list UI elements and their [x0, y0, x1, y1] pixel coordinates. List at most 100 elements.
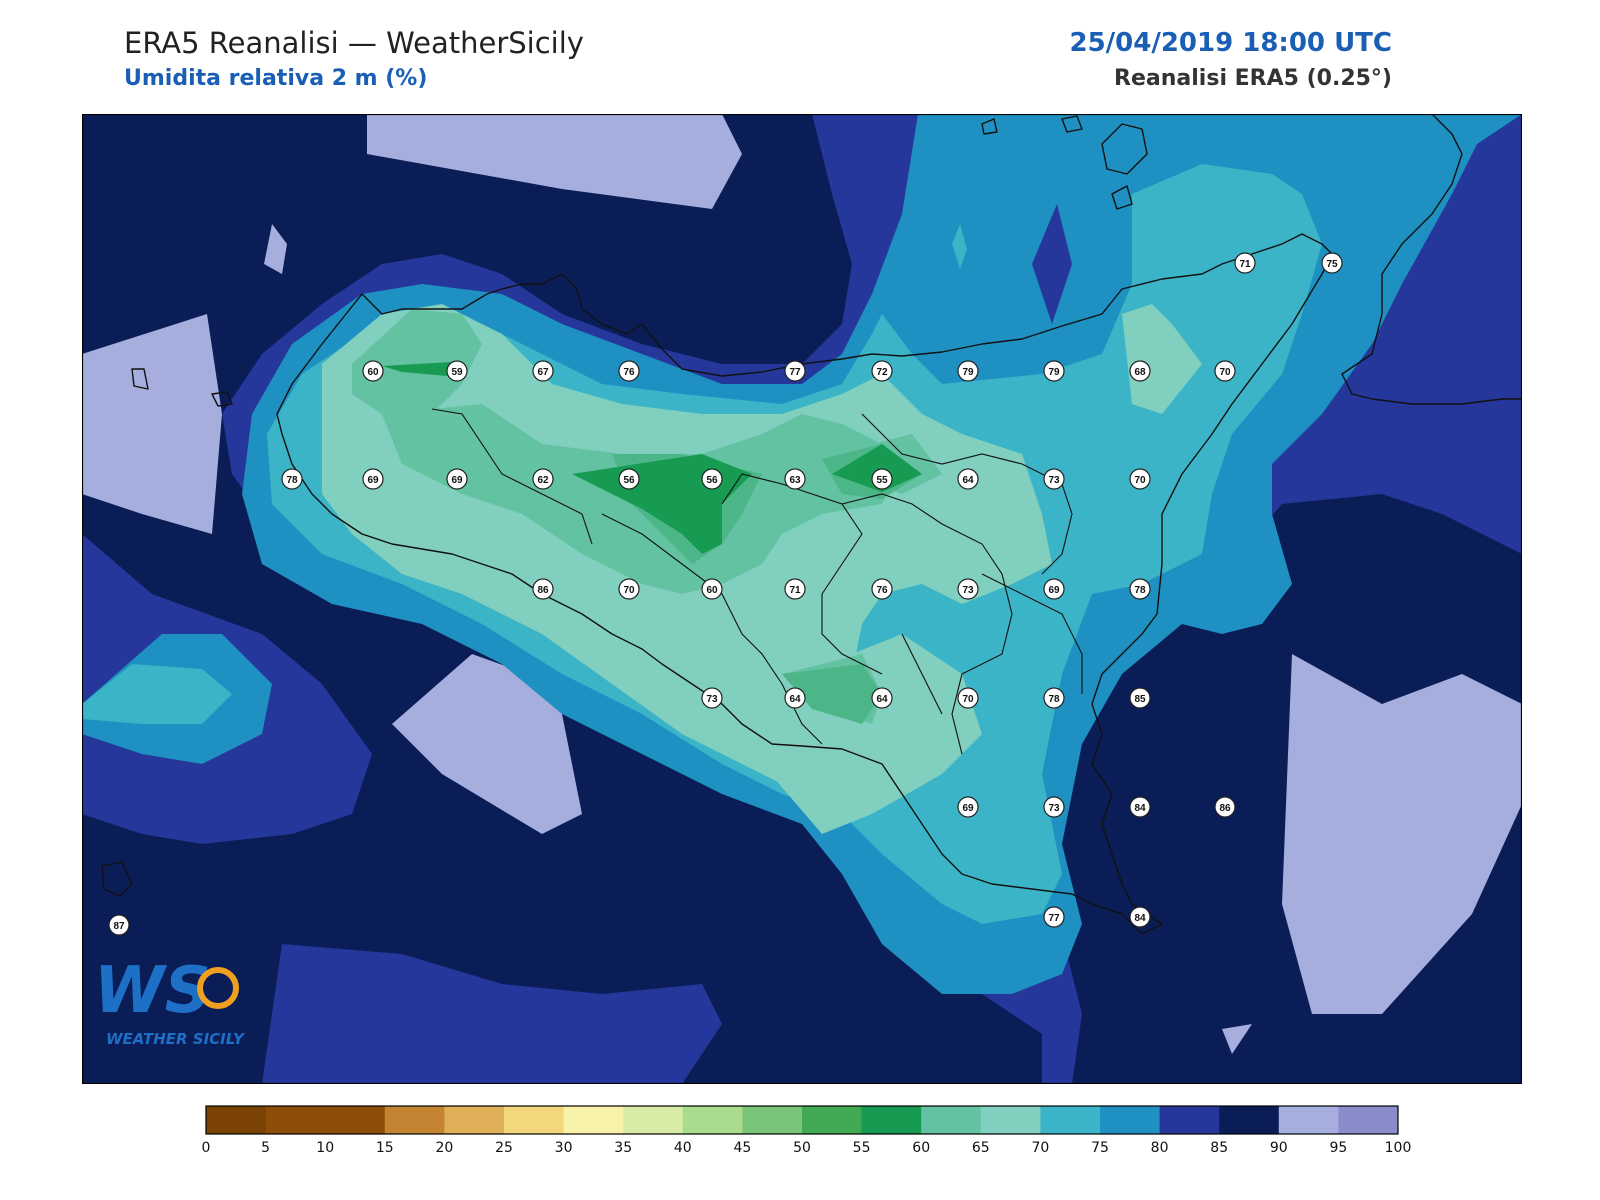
station-marker-circle — [784, 468, 806, 490]
station-marker-circle — [957, 796, 979, 818]
station-value: 69 — [451, 475, 463, 486]
station-marker: 64 — [871, 687, 893, 709]
station-marker-circle — [784, 687, 806, 709]
colorbar-swatch — [742, 1106, 803, 1134]
colorbar-tick-label: 25 — [495, 1140, 513, 1156]
station-marker-circle — [532, 578, 554, 600]
station-value: 60 — [367, 367, 379, 378]
colorbar-tick-label: 65 — [972, 1140, 990, 1156]
station-marker: 63 — [784, 468, 806, 490]
station-value: 55 — [876, 475, 888, 486]
colorbar-swatch — [1338, 1106, 1399, 1134]
colorbar-swatch — [682, 1106, 743, 1134]
colorbar-swatch — [325, 1106, 386, 1134]
colorbar-swatch — [206, 1106, 267, 1134]
station-marker-circle — [1043, 687, 1065, 709]
station-value: 69 — [367, 475, 379, 486]
station-marker-circle — [957, 360, 979, 382]
station-marker: 72 — [871, 360, 893, 382]
colorbar-swatch — [265, 1106, 326, 1134]
station-marker: 69 — [957, 796, 979, 818]
colorbar-swatch — [623, 1106, 684, 1134]
colorbar-swatch — [921, 1106, 982, 1134]
station-value: 78 — [286, 475, 298, 486]
station-marker-circle — [957, 687, 979, 709]
colorbar-swatch — [980, 1106, 1041, 1134]
station-value: 71 — [1239, 259, 1251, 270]
station-value: 73 — [706, 694, 718, 705]
station-marker: 76 — [871, 578, 893, 600]
station-marker: 67 — [532, 360, 554, 382]
station-marker: 79 — [1043, 360, 1065, 382]
station-marker: 73 — [957, 578, 979, 600]
pantelleria-island — [101, 861, 133, 897]
station-value: 69 — [962, 803, 974, 814]
colorbar-tick-label: 0 — [202, 1140, 211, 1156]
station-marker: 71 — [1234, 252, 1256, 274]
station-marker: 69 — [1043, 578, 1065, 600]
colorbar-tick-label: 75 — [1091, 1140, 1109, 1156]
north-island-2 — [1111, 185, 1133, 210]
station-value: 77 — [789, 367, 801, 378]
station-value: 86 — [1219, 803, 1231, 814]
station-marker: 70 — [957, 687, 979, 709]
north-island-3 — [1061, 115, 1083, 133]
colorbar-tick-label: 45 — [733, 1140, 751, 1156]
station-marker-circle — [1043, 796, 1065, 818]
colorbar-swatch — [1159, 1106, 1220, 1134]
station-marker: 70 — [618, 578, 640, 600]
contour-85-diamond — [1032, 204, 1072, 324]
colorbar-swatches — [206, 1106, 1399, 1134]
colorbar-tick-label: 35 — [614, 1140, 632, 1156]
colorbar-tick-label: 95 — [1329, 1140, 1347, 1156]
station-marker-circle — [108, 914, 130, 936]
station-marker-circle — [446, 468, 468, 490]
station-marker-circle — [1234, 252, 1256, 274]
station-marker: 62 — [532, 468, 554, 490]
station-marker-circle — [1129, 578, 1151, 600]
station-marker-circle — [701, 578, 723, 600]
station-marker-circle — [446, 360, 468, 382]
station-value: 60 — [706, 585, 718, 596]
station-marker: 70 — [1129, 468, 1151, 490]
colorbar-tick-label: 15 — [376, 1140, 394, 1156]
station-marker-circle — [1043, 468, 1065, 490]
map-title: ERA5 Reanalisi — WeatherSicily — [124, 26, 584, 60]
station-marker: 60 — [701, 578, 723, 600]
station-value: 85 — [1134, 694, 1146, 705]
north-island-4 — [981, 118, 998, 135]
station-marker: 69 — [446, 468, 468, 490]
colorbar: 0 5 10 15 20 25 30 35 40 45 50 55 60 65 70 75 80 85 90 95 10… — [202, 1105, 1411, 1156]
station-marker: 79 — [957, 360, 979, 382]
station-marker-circle — [1043, 578, 1065, 600]
station-marker-circle — [1129, 468, 1151, 490]
colorbar-tick-label: 60 — [912, 1140, 930, 1156]
station-value: 64 — [876, 694, 888, 705]
station-marker: 86 — [1214, 796, 1236, 818]
colorbar-swatch — [1278, 1106, 1339, 1134]
station-marker: 75 — [1321, 252, 1343, 274]
station-value: 64 — [962, 475, 974, 486]
weather-sicily-logo: WS WEATHER SICILY — [94, 954, 246, 1048]
station-value: 63 — [789, 475, 801, 486]
station-marker: 84 — [1129, 796, 1151, 818]
station-marker: 86 — [532, 578, 554, 600]
station-value: 64 — [789, 694, 801, 705]
station-marker-circle — [957, 578, 979, 600]
map-datetime: 25/04/2019 18:00 UTC — [1069, 28, 1392, 58]
colorbar-swatch — [861, 1106, 922, 1134]
station-marker-circle — [362, 468, 384, 490]
station-marker: 78 — [1043, 687, 1065, 709]
station-marker-circle — [1321, 252, 1343, 274]
station-value: 78 — [1134, 585, 1146, 596]
station-marker-circle — [1129, 796, 1151, 818]
colorbar-swatch — [444, 1106, 505, 1134]
egadi-island-1 — [131, 368, 149, 390]
station-marker-circle — [532, 360, 554, 382]
station-marker: 64 — [784, 687, 806, 709]
station-marker-circle — [871, 687, 893, 709]
calabria-coast — [1341, 114, 1522, 405]
station-marker: 84 — [1129, 906, 1151, 928]
station-marker-circle — [871, 360, 893, 382]
station-marker: 77 — [784, 360, 806, 382]
